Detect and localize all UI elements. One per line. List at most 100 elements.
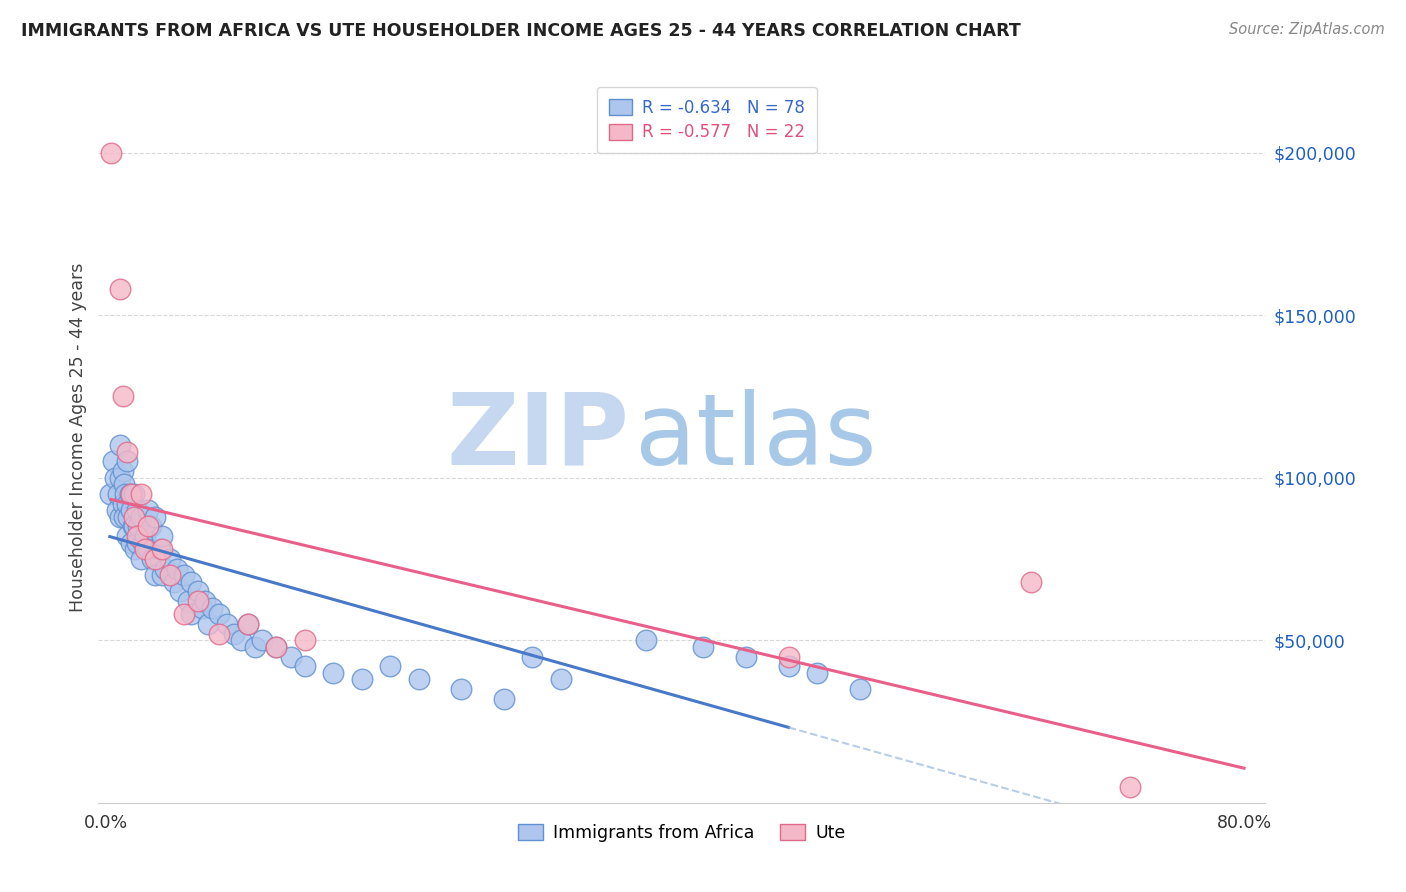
Point [112,477,135,491]
Point [143,552,166,566]
Point [180,574,202,589]
Point [294,633,316,648]
Point [143,509,166,524]
Point [141,552,163,566]
Point [105,503,128,517]
Point [127,519,149,533]
Point [735,649,758,664]
Point [125,535,148,549]
Point [408,673,430,687]
Point [152,542,174,557]
Text: IMMIGRANTS FROM AFRICA VS UTE HOUSEHOLDER INCOME AGES 25 - 44 YEARS CORRELATION : IMMIGRANTS FROM AFRICA VS UTE HOUSEHOLDE… [21,22,1021,40]
Point [111,464,134,478]
Point [229,633,252,648]
Point [280,649,302,664]
Point [266,640,288,654]
Point [152,568,174,582]
Point [136,542,159,557]
Point [155,562,177,576]
Text: atlas: atlas [636,389,877,485]
Point [115,529,138,543]
Point [107,487,129,501]
Point [108,282,131,296]
Point [139,519,162,533]
Point [166,562,188,576]
Y-axis label: Householder Income Ages 25 - 44 years: Householder Income Ages 25 - 44 years [69,262,87,612]
Point [550,673,572,687]
Point [222,626,245,640]
Point [134,542,156,557]
Point [522,649,544,664]
Point [143,568,166,582]
Text: Source: ZipAtlas.com: Source: ZipAtlas.com [1229,22,1385,37]
Point [322,665,344,680]
Point [169,584,191,599]
Point [129,509,152,524]
Point [98,487,121,501]
Point [122,487,145,501]
Point [112,509,135,524]
Point [197,617,219,632]
Point [111,389,134,403]
Point [101,454,124,468]
Point [108,509,131,524]
Point [294,659,316,673]
Point [849,681,872,696]
Point [636,633,658,648]
Point [208,626,231,640]
Point [115,454,138,468]
Point [692,640,714,654]
Point [163,574,186,589]
Point [201,600,224,615]
Point [136,503,159,517]
Point [100,145,122,160]
Point [492,691,515,706]
Point [159,552,181,566]
Point [152,529,174,543]
Point [1019,574,1042,589]
Point [236,617,259,632]
Point [208,607,231,622]
Point [120,503,142,517]
Point [450,681,472,696]
Point [177,594,200,608]
Point [194,594,217,608]
Point [380,659,402,673]
Point [115,444,138,458]
Point [131,535,153,549]
Text: ZIP: ZIP [447,389,630,485]
Point [121,519,143,533]
Point [173,568,195,582]
Point [243,640,266,654]
Point [117,509,139,524]
Point [115,497,138,511]
Point [108,471,131,485]
Point [250,633,273,648]
Point [122,519,145,533]
Point [236,617,259,632]
Point [778,659,800,673]
Point [187,594,209,608]
Point [129,487,152,501]
Point [159,568,181,582]
Point [266,640,288,654]
Point [149,542,172,557]
Point [104,471,127,485]
Point [136,519,159,533]
Point [187,584,209,599]
Point [129,552,152,566]
Legend: Immigrants from Africa, Ute: Immigrants from Africa, Ute [512,817,852,849]
Point [350,673,373,687]
Point [180,607,202,622]
Point [108,438,131,452]
Point [173,607,195,622]
Point [120,535,142,549]
Point [125,529,148,543]
Point [114,487,136,501]
Point [1119,780,1142,794]
Point [124,542,146,557]
Point [215,617,238,632]
Point [118,487,141,501]
Point [191,600,214,615]
Point [125,503,148,517]
